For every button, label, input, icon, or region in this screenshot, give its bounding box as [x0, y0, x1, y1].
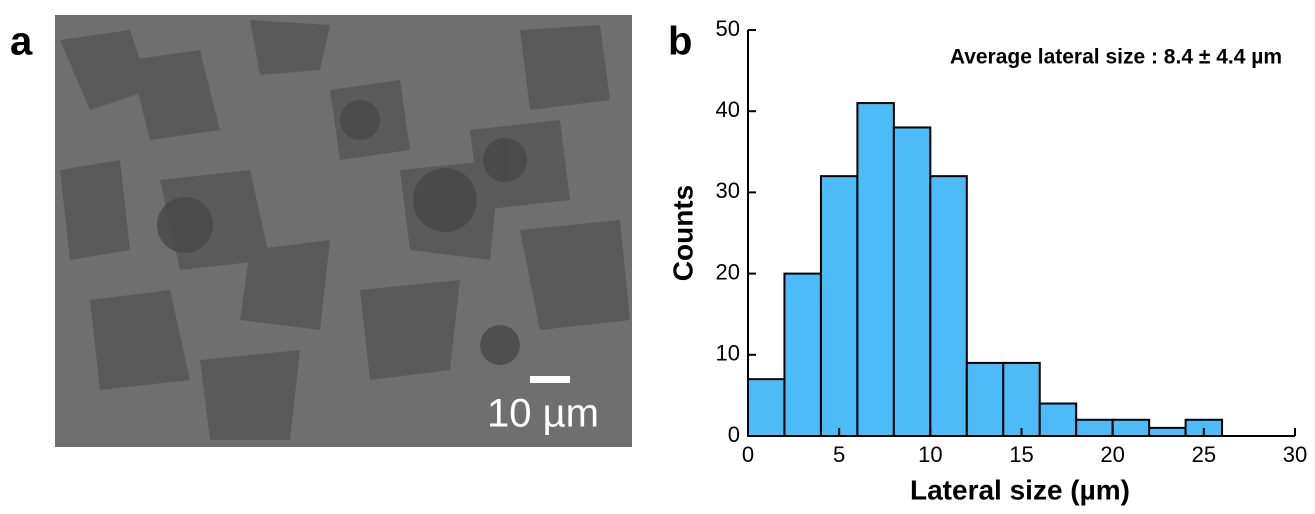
- x-tick-label: 5: [833, 442, 845, 467]
- sem-image: 10 µm: [55, 15, 632, 447]
- bar: [819, 175, 859, 437]
- y-axis-label: Counts: [667, 185, 698, 281]
- y-tick-label: 10: [716, 341, 740, 366]
- y-tick-label: 40: [716, 97, 740, 122]
- bar: [856, 102, 895, 438]
- bar: [1111, 418, 1151, 438]
- x-tick-label: 0: [742, 442, 754, 467]
- x-tick-label: 30: [1283, 442, 1307, 467]
- x-tick-label: 15: [1009, 442, 1033, 467]
- y-tick-label: 0: [728, 422, 740, 447]
- x-axis-label: Lateral size (µm): [910, 474, 1130, 505]
- y-tick-label: 20: [716, 259, 740, 284]
- bar: [783, 272, 822, 437]
- x-tick-label: 20: [1100, 442, 1124, 467]
- scale-bar-label: 10 µm: [487, 392, 599, 436]
- y-tick-label: 50: [716, 16, 740, 41]
- bar: [892, 126, 932, 437]
- x-tick-label: 10: [918, 442, 942, 467]
- bar: [965, 361, 1005, 438]
- bar: [747, 378, 786, 438]
- panel-label: b: [668, 20, 692, 64]
- panel-label: a: [10, 20, 33, 64]
- y-tick-label: 30: [716, 178, 740, 203]
- bar: [1038, 402, 1078, 437]
- bar: [1075, 418, 1114, 438]
- bar: [1148, 426, 1187, 438]
- x-tick-label: 25: [1192, 442, 1216, 467]
- annotation: Average lateral size : 8.4 ± 4.4 µm: [950, 46, 1282, 69]
- bar: [1002, 361, 1041, 438]
- bar: [929, 175, 968, 437]
